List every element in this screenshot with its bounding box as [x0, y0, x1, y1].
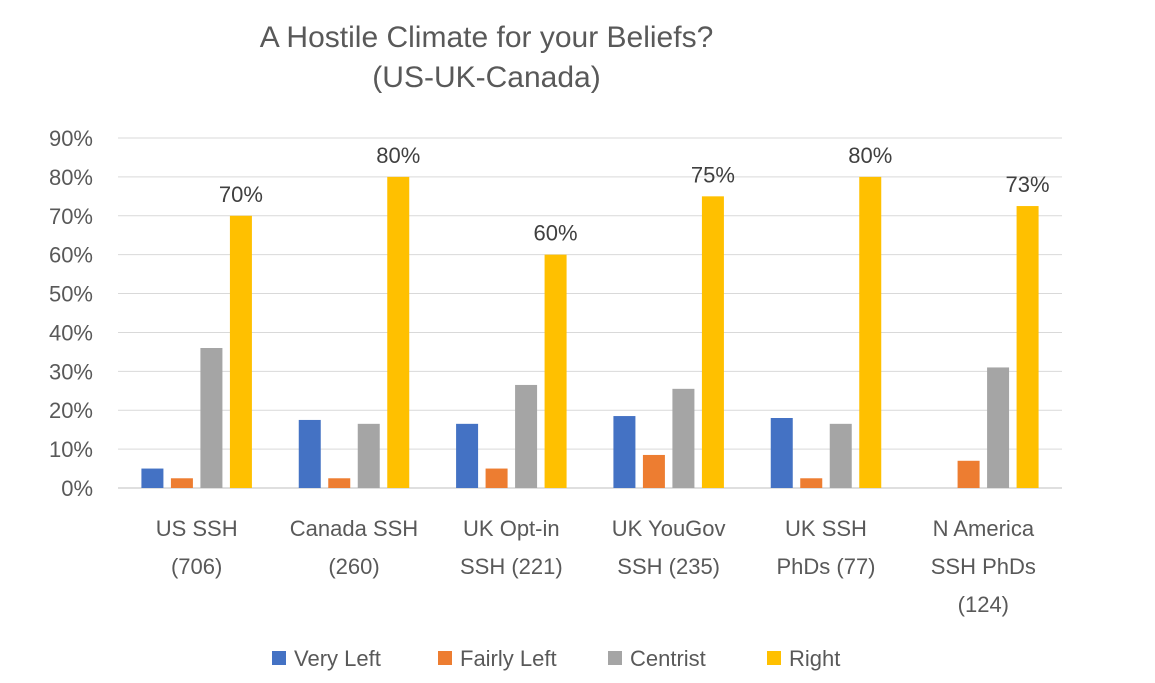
- category-label: Canada SSH (260): [290, 516, 418, 579]
- bar: [298, 419, 321, 488]
- data-label: 70%: [219, 182, 263, 207]
- y-tick-label: 50%: [49, 282, 93, 307]
- bar: [387, 176, 410, 488]
- category-label: UK SSH PhDs (77): [776, 516, 875, 579]
- legend-label: Fairly Left: [460, 646, 557, 671]
- y-tick-label: 40%: [49, 320, 93, 345]
- legend-label: Very Left: [294, 646, 381, 671]
- bar: [642, 454, 665, 488]
- category-label: UK Opt-in SSH (221): [460, 516, 563, 579]
- chart-title: A Hostile Climate for your Beliefs? (US-…: [0, 18, 973, 98]
- bars: [141, 176, 1039, 489]
- legend-label: Centrist: [630, 646, 706, 671]
- bar: [701, 196, 724, 489]
- legend: Very Left Fairly Left Centrist Right: [272, 646, 840, 671]
- y-tick-label: 0%: [61, 476, 93, 501]
- bar: [1016, 206, 1039, 489]
- data-label: 80%: [376, 143, 420, 168]
- data-labels: 70% 80% 60% 75% 80% 73%: [219, 143, 1050, 246]
- bar: [544, 254, 567, 488]
- legend-swatch: [608, 651, 622, 665]
- bar: [613, 416, 636, 488]
- x-axis-categories: US SSH (706) Canada SSH (260) UK Opt-in SSH (…: [156, 516, 1036, 617]
- y-tick-label: 80%: [49, 165, 93, 190]
- bar: [957, 460, 980, 488]
- bar: [328, 478, 351, 488]
- category-label: UK YouGov SSH (235): [612, 516, 726, 579]
- y-tick-label: 30%: [49, 359, 93, 384]
- bar: [485, 468, 508, 488]
- legend-swatch: [767, 651, 781, 665]
- y-tick-label: 10%: [49, 437, 93, 462]
- bar: [515, 384, 538, 488]
- bar: [357, 423, 380, 488]
- y-tick-label: 90%: [49, 126, 93, 151]
- bar: [829, 423, 852, 488]
- gridlines: [118, 137, 1062, 489]
- chart-subtitle: (US-UK-Canada): [372, 61, 601, 94]
- bar: [141, 468, 164, 488]
- bar: [456, 423, 479, 488]
- data-label: 60%: [534, 221, 578, 246]
- y-tick-label: 70%: [49, 204, 93, 229]
- chart-title-main: A Hostile Climate for your Beliefs?: [259, 21, 714, 54]
- bar: [672, 388, 695, 488]
- bar: [987, 367, 1010, 488]
- data-label: 80%: [848, 143, 892, 168]
- y-tick-label: 60%: [49, 243, 93, 268]
- category-label: US SSH (706): [156, 516, 238, 579]
- y-axis-ticks: 0% 10% 20% 30% 40% 50% 60% 70% 80% 90%: [49, 126, 93, 501]
- bar: [859, 176, 882, 488]
- legend-swatch: [272, 651, 286, 665]
- bar: [800, 478, 823, 488]
- bar: [200, 348, 223, 488]
- bar: [170, 478, 193, 488]
- data-label: 73%: [1006, 172, 1050, 197]
- legend-swatch: [438, 651, 452, 665]
- bar: [229, 215, 252, 488]
- data-label: 75%: [691, 162, 735, 187]
- y-tick-label: 20%: [49, 398, 93, 423]
- bar: [770, 418, 793, 488]
- legend-label: Right: [789, 646, 840, 671]
- category-label: N America SSH PhDs (124): [931, 516, 1036, 617]
